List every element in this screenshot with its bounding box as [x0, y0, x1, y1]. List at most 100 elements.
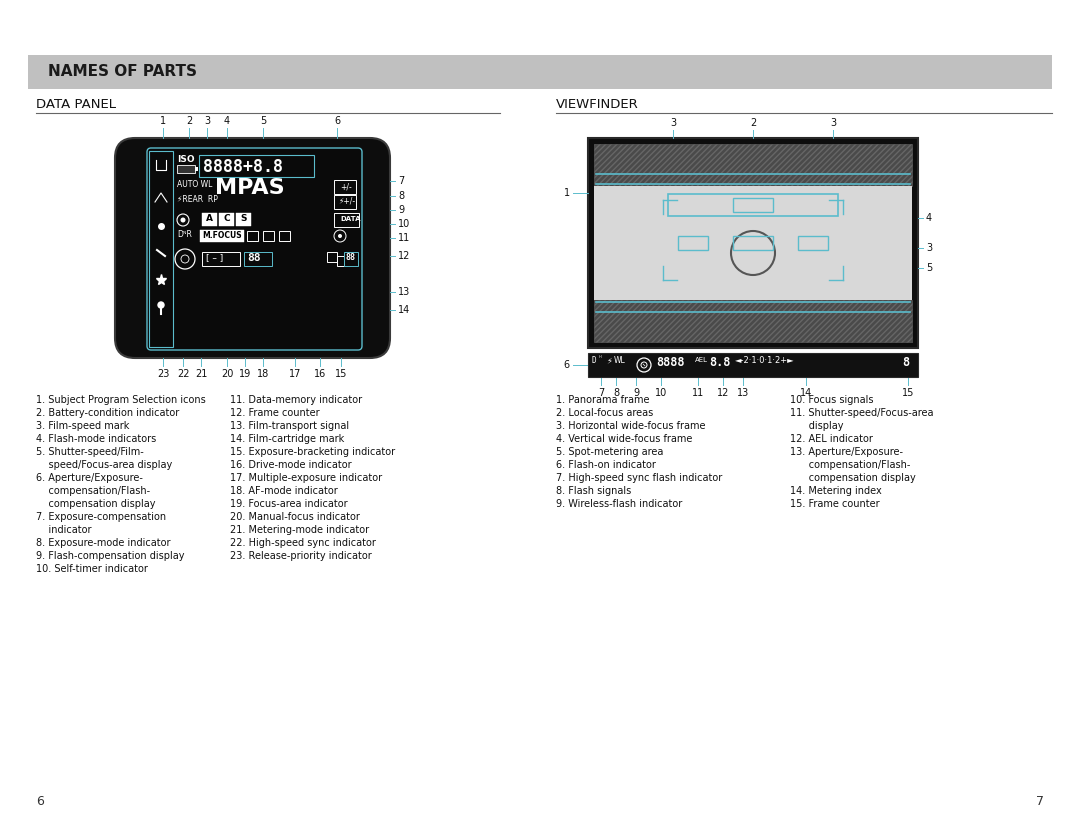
Text: 6. Flash-on indicator: 6. Flash-on indicator: [556, 460, 656, 470]
Text: 7. High-speed sync flash indicator: 7. High-speed sync flash indicator: [556, 473, 723, 483]
Text: 14. Film-cartridge mark: 14. Film-cartridge mark: [230, 434, 345, 444]
Text: ◄-2·1·0·1·2+►: ◄-2·1·0·1·2+►: [735, 356, 795, 365]
Text: compensation/Flash-: compensation/Flash-: [36, 486, 150, 496]
Bar: [264, 231, 274, 241]
Bar: [202, 213, 217, 226]
Text: 15. Frame counter: 15. Frame counter: [789, 499, 879, 509]
Text: 22: 22: [177, 369, 189, 379]
Text: 12: 12: [399, 251, 410, 261]
Bar: [247, 231, 258, 241]
Text: 15: 15: [902, 388, 914, 398]
Text: WL: WL: [615, 356, 625, 365]
Text: 5: 5: [260, 116, 266, 126]
Text: 10. Self-timer indicator: 10. Self-timer indicator: [36, 564, 148, 574]
Text: 11. Shutter-speed/Focus-area: 11. Shutter-speed/Focus-area: [789, 408, 933, 418]
Bar: [733, 236, 773, 250]
Text: 8: 8: [613, 388, 619, 398]
Text: 13: 13: [399, 287, 410, 297]
Bar: [195, 167, 198, 171]
Bar: [594, 144, 912, 186]
Text: 7: 7: [399, 176, 404, 186]
Text: 21: 21: [194, 369, 207, 379]
Text: 8.8: 8.8: [708, 356, 730, 369]
Text: [ – ]: [ – ]: [206, 253, 224, 262]
Bar: [334, 195, 356, 209]
Bar: [345, 252, 357, 266]
Text: 19: 19: [239, 369, 252, 379]
Text: speed/Focus-area display: speed/Focus-area display: [36, 460, 172, 470]
Text: 9: 9: [633, 388, 639, 398]
Bar: [28, 55, 1052, 89]
Text: 7: 7: [1036, 795, 1044, 808]
Text: 23: 23: [157, 369, 170, 379]
Circle shape: [338, 234, 342, 238]
Text: 11. Data-memory indicator: 11. Data-memory indicator: [230, 395, 362, 405]
Text: ⚡REAR  RP: ⚡REAR RP: [177, 195, 218, 204]
Text: 6: 6: [36, 795, 44, 808]
Text: 14: 14: [399, 305, 410, 315]
Text: 16. Drive-mode indicator: 16. Drive-mode indicator: [230, 460, 352, 470]
Text: C: C: [222, 214, 230, 223]
Bar: [244, 252, 272, 266]
Text: 9. Flash-compensation display: 9. Flash-compensation display: [36, 551, 185, 561]
Text: S: S: [240, 214, 246, 223]
Text: compensation display: compensation display: [789, 473, 916, 483]
Text: M.FOCUS: M.FOCUS: [202, 231, 242, 240]
Text: 8. Flash signals: 8. Flash signals: [556, 486, 631, 496]
Text: 15. Exposure-bracketing indicator: 15. Exposure-bracketing indicator: [230, 447, 395, 457]
Text: VIEWFINDER: VIEWFINDER: [556, 98, 638, 111]
Text: 17: 17: [288, 369, 301, 379]
Text: 5. Shutter-speed/Film-: 5. Shutter-speed/Film-: [36, 447, 144, 457]
Bar: [334, 180, 356, 194]
Bar: [327, 252, 337, 262]
Text: D: D: [592, 356, 596, 365]
Bar: [219, 213, 234, 226]
Text: 5: 5: [926, 263, 932, 273]
Text: ⚡: ⚡: [606, 356, 612, 365]
Bar: [202, 252, 240, 266]
Text: 13: 13: [737, 388, 750, 398]
Bar: [594, 186, 912, 300]
Bar: [594, 300, 912, 342]
Text: ⚡+/-: ⚡+/-: [338, 197, 355, 206]
Text: 4: 4: [224, 116, 230, 126]
Text: 8888: 8888: [656, 356, 685, 369]
Text: 88: 88: [346, 253, 356, 262]
Text: 15: 15: [335, 369, 347, 379]
Text: 8: 8: [399, 191, 404, 201]
Text: 17. Multiple-exposure indicator: 17. Multiple-exposure indicator: [230, 473, 382, 483]
Text: 11: 11: [692, 388, 704, 398]
Text: 88: 88: [247, 253, 260, 263]
Text: 12. AEL indicator: 12. AEL indicator: [789, 434, 873, 444]
Text: 22. High-speed sync indicator: 22. High-speed sync indicator: [230, 538, 376, 548]
Bar: [733, 198, 773, 212]
Bar: [334, 213, 359, 227]
Bar: [669, 194, 838, 216]
Text: 7. Exposure-compensation: 7. Exposure-compensation: [36, 512, 166, 522]
Text: 12. Frame counter: 12. Frame counter: [230, 408, 320, 418]
Text: 3. Horizontal wide-focus frame: 3. Horizontal wide-focus frame: [556, 421, 705, 431]
Text: 20: 20: [220, 369, 233, 379]
Circle shape: [158, 302, 164, 308]
Text: 10. Focus signals: 10. Focus signals: [789, 395, 874, 405]
Text: 18: 18: [257, 369, 269, 379]
Text: 13. Aperture/Exposure-: 13. Aperture/Exposure-: [789, 447, 903, 457]
Text: 11: 11: [399, 233, 410, 243]
Text: 2: 2: [186, 116, 192, 126]
Bar: [279, 231, 291, 241]
Text: 8: 8: [902, 356, 909, 369]
Text: DATA: DATA: [340, 216, 361, 222]
Text: display: display: [789, 421, 843, 431]
Text: 5. Spot-metering area: 5. Spot-metering area: [556, 447, 663, 457]
FancyBboxPatch shape: [114, 138, 390, 358]
Text: 13. Film-transport signal: 13. Film-transport signal: [230, 421, 349, 431]
Text: 9: 9: [399, 205, 404, 215]
Text: NAMES OF PARTS: NAMES OF PARTS: [48, 64, 197, 79]
Text: 7: 7: [598, 388, 604, 398]
Bar: [199, 155, 314, 177]
Text: 4. Vertical wide-focus frame: 4. Vertical wide-focus frame: [556, 434, 692, 444]
Text: compensation display: compensation display: [36, 499, 156, 509]
Text: AUTO WL: AUTO WL: [177, 180, 213, 189]
Text: 10: 10: [399, 219, 410, 229]
Text: 1. Panorama frame: 1. Panorama frame: [556, 395, 649, 405]
